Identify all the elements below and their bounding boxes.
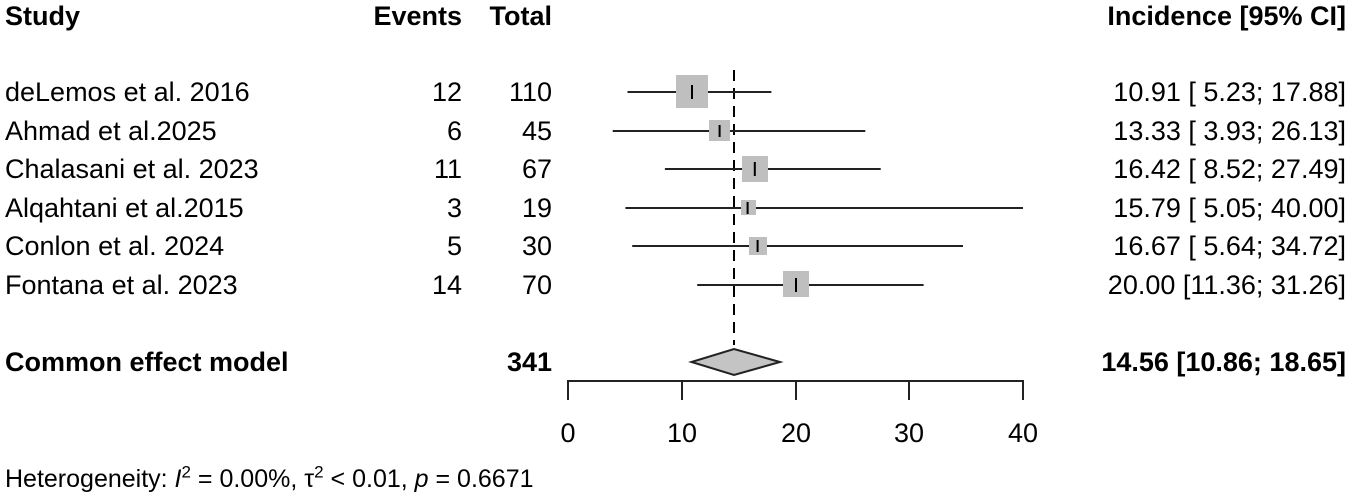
study-ci: 15.79 [ 5.05; 40.00]	[1113, 193, 1346, 223]
study-total: 45	[521, 116, 552, 146]
study-column-header: Study	[5, 1, 81, 31]
study-ci: 16.42 [ 8.52; 27.49]	[1113, 154, 1346, 184]
study-marker-3	[625, 200, 1023, 215]
study-total: 19	[521, 193, 552, 223]
summary-total: 341	[506, 347, 552, 377]
events-column-header: Events	[373, 1, 462, 31]
study-ci: 10.91 [ 5.23; 17.88]	[1113, 77, 1346, 107]
study-marker-1	[612, 120, 866, 141]
study-marker-5	[697, 271, 924, 297]
study-name: deLemos et al. 2016	[5, 77, 250, 107]
study-total: 30	[521, 231, 552, 261]
p-symbol: p	[414, 465, 429, 493]
x-tick-label-20: 20	[780, 418, 812, 448]
study-ci: 13.33 [ 3.93; 26.13]	[1113, 116, 1346, 146]
x-tick-label-0: 0	[560, 418, 576, 448]
study-events: 3	[446, 193, 462, 223]
study-marker-2	[664, 156, 881, 182]
summary-ci: 14.56 [10.86; 18.65]	[1101, 347, 1346, 377]
p-value: = 0.6671	[428, 465, 534, 493]
x-axis	[567, 380, 1024, 400]
x-tick-label-30: 30	[893, 418, 925, 448]
i2-value: = 0.00%,	[190, 465, 305, 493]
study-name: Fontana et al. 2023	[5, 270, 238, 300]
heterogeneity-prefix: Heterogeneity:	[5, 465, 175, 493]
study-total: 110	[508, 77, 552, 107]
study-name: Alqahtani et al.2015	[5, 193, 244, 223]
study-ci: 16.67 [ 5.64; 34.72]	[1113, 231, 1346, 261]
tau-value: < 0.01,	[323, 465, 415, 493]
study-ci: 20.00 [11.36; 31.26]	[1107, 270, 1346, 300]
x-tick-label-10: 10	[666, 418, 698, 448]
total-column-header: Total	[489, 1, 553, 31]
study-name: Chalasani et al. 2023	[5, 154, 259, 184]
x-tick-label-40: 40	[1007, 418, 1039, 448]
ci-column-header: Incidence [95% CI]	[1107, 1, 1346, 31]
pooled-diamond	[688, 347, 784, 377]
study-marker-0	[627, 75, 772, 108]
study-events: 12	[431, 77, 462, 107]
study-events: 6	[446, 116, 462, 146]
study-events: 14	[431, 270, 462, 300]
study-marker-4	[632, 237, 963, 255]
study-events: 5	[446, 231, 462, 261]
study-events: 11	[433, 154, 462, 184]
study-total: 67	[521, 154, 552, 184]
study-total: 70	[521, 270, 552, 300]
study-name: Conlon et al. 2024	[5, 231, 225, 261]
i2-symbol: I	[174, 465, 182, 493]
heterogeneity-text: Heterogeneity: I2 = 0.00%, τ2 < 0.01, p …	[5, 462, 534, 493]
summary-label: Common effect model	[5, 347, 289, 377]
tau-symbol: τ	[304, 465, 315, 493]
study-name: Ahmad et al.2025	[5, 116, 217, 146]
